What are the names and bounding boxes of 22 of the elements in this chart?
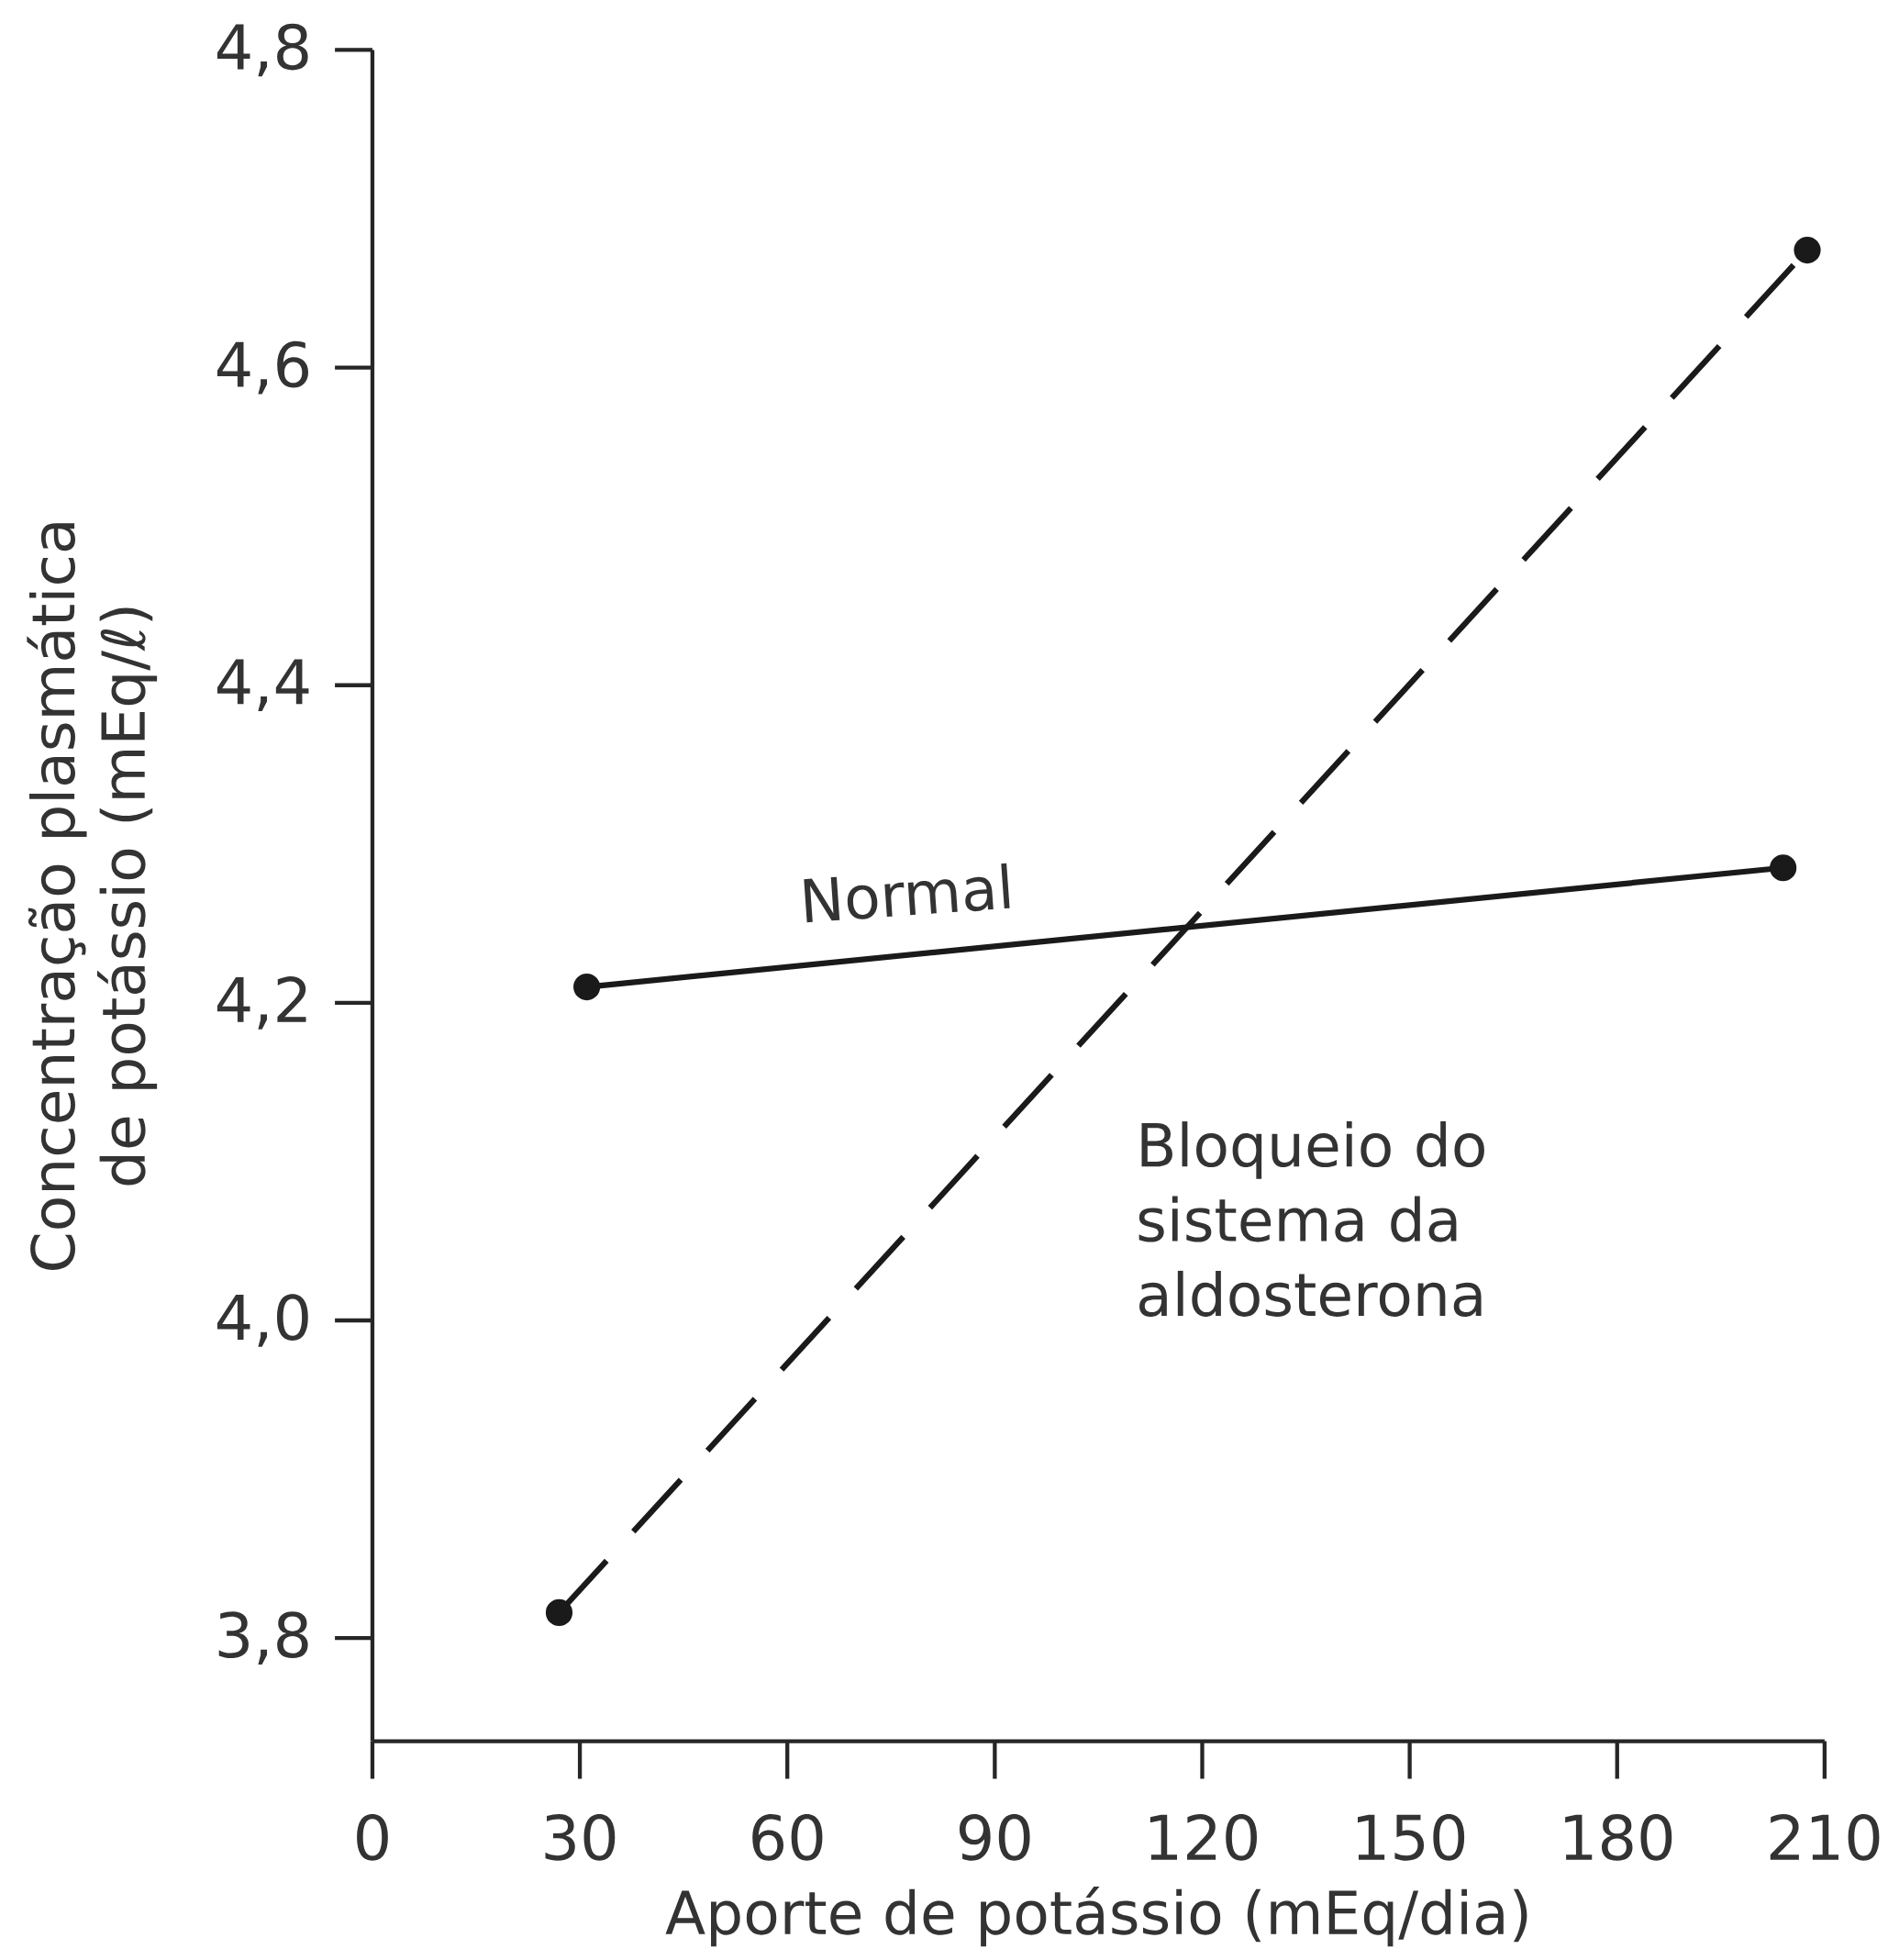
- point: [545, 1598, 572, 1627]
- y-tick-label: 4,4: [217, 659, 309, 712]
- x-tick-label: 30: [545, 1813, 616, 1861]
- y-tick-label: 4,6: [217, 340, 308, 395]
- y-tick-label: 3,8: [218, 1611, 308, 1665]
- point: [1794, 236, 1821, 264]
- x-tick-label: 210: [1770, 1813, 1880, 1861]
- point: [572, 973, 601, 1001]
- x-tick-label: 90: [959, 1813, 1030, 1861]
- y-tick-label: 4,8: [217, 23, 308, 77]
- x-tick-label: 120: [1149, 1813, 1257, 1861]
- x-tick-label: 150: [1357, 1813, 1464, 1861]
- y-axis-title: Concentração plasmática de potássio (mEq/ℓ): [27, 523, 157, 1270]
- series-label: Bloqueio do sistema da aldosterona: [1138, 1121, 1484, 1317]
- x-tick-label: 60: [752, 1813, 823, 1861]
- x-axis-title: Aporte de potássio (mEq/dia): [665, 1887, 1527, 1947]
- x-tick-label: 180: [1564, 1813, 1672, 1861]
- series-label: Normal: [804, 863, 1010, 923]
- y-tick-label: 4,2: [217, 976, 306, 1030]
- point: [1769, 854, 1797, 882]
- x-tick-label: 0: [356, 1813, 388, 1861]
- y-tick-label: 4,0: [217, 1294, 308, 1347]
